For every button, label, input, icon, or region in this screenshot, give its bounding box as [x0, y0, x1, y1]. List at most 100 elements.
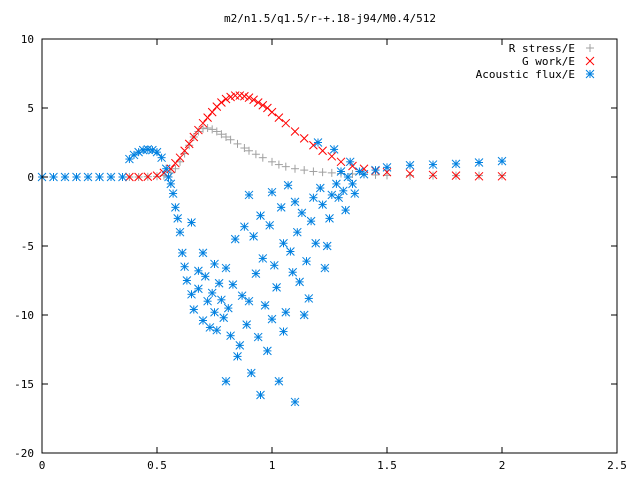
data-point — [198, 316, 208, 325]
data-point — [210, 259, 219, 269]
data-point — [221, 376, 231, 386]
data-point — [299, 134, 309, 143]
data-point — [341, 205, 350, 215]
x-tick-label: 0 — [39, 459, 46, 472]
data-point — [334, 193, 344, 203]
data-point — [258, 153, 267, 162]
data-point — [279, 327, 288, 336]
data-point — [246, 368, 256, 378]
data-point — [288, 267, 298, 277]
data-point — [265, 220, 275, 230]
data-point — [260, 300, 270, 310]
data-point — [214, 278, 224, 288]
data-point — [194, 284, 203, 294]
data-point — [256, 390, 265, 400]
data-point — [300, 166, 309, 175]
data-point — [348, 179, 357, 189]
data-point — [242, 320, 252, 330]
data-point — [327, 190, 337, 200]
data-point — [249, 95, 258, 105]
data-point — [166, 179, 176, 189]
data-point — [350, 189, 360, 198]
axes: 0 0.5 1 1.5 2 2.5 -20 -15 -10 -5 0 5 10 — [14, 33, 627, 472]
data-point — [281, 162, 290, 171]
data-point — [406, 171, 414, 180]
data-point — [315, 183, 325, 193]
data-point — [49, 172, 58, 182]
data-point — [497, 156, 507, 166]
data-point — [290, 197, 300, 207]
data-point — [474, 158, 484, 167]
data-point — [338, 186, 348, 196]
data-point — [143, 172, 153, 182]
data-point — [168, 189, 178, 198]
data-point — [256, 211, 265, 220]
data-point — [286, 247, 295, 256]
data-point — [325, 214, 334, 223]
data-point — [217, 295, 226, 305]
data-point — [118, 172, 127, 182]
data-point — [171, 158, 180, 168]
data-point — [72, 172, 81, 182]
data-point — [240, 144, 249, 153]
data-point — [228, 280, 238, 289]
data-point — [267, 187, 277, 197]
data-point — [292, 227, 302, 237]
data-point — [205, 323, 215, 332]
plot-area — [37, 91, 507, 407]
data-point — [226, 135, 235, 144]
data-point — [318, 168, 327, 177]
data-point — [309, 193, 318, 203]
y-tick-label: 0 — [27, 171, 34, 184]
data-point — [258, 254, 268, 263]
data-point — [329, 145, 339, 154]
data-point — [309, 167, 318, 176]
data-point — [281, 118, 291, 128]
data-point — [184, 139, 194, 149]
data-point — [198, 118, 208, 128]
data-point — [267, 314, 277, 324]
data-point — [269, 260, 279, 270]
data-point — [157, 153, 166, 163]
data-point — [83, 172, 93, 182]
data-point — [295, 277, 304, 287]
data-point — [306, 216, 316, 226]
data-point — [240, 222, 249, 232]
data-point — [251, 269, 261, 278]
data-point — [279, 238, 288, 248]
data-point — [226, 331, 235, 341]
data-point — [208, 125, 217, 134]
data-point — [235, 341, 245, 350]
data-point — [203, 296, 212, 306]
data-point — [221, 94, 231, 104]
x-tick-label: 1.5 — [377, 459, 397, 472]
data-point — [327, 168, 336, 177]
data-point — [222, 132, 230, 141]
data-point — [244, 296, 254, 306]
data-point — [290, 397, 300, 407]
data-point — [272, 283, 281, 292]
data-point — [187, 289, 196, 299]
data-point — [249, 231, 258, 241]
data-point — [175, 153, 185, 163]
y-tick-label: -10 — [14, 309, 34, 322]
data-point — [428, 170, 438, 180]
y-tick-label: -15 — [14, 378, 34, 391]
data-point — [348, 169, 357, 178]
x-tick-label: 1 — [269, 459, 276, 472]
data-point — [318, 146, 327, 156]
data-point — [474, 171, 484, 181]
x-tick-label: 2.5 — [607, 459, 627, 472]
data-point — [258, 100, 268, 110]
y-tick-label: -20 — [14, 447, 34, 460]
data-point — [405, 160, 415, 170]
data-point — [451, 159, 461, 169]
data-point — [173, 214, 183, 223]
y-tick-label: 5 — [27, 102, 34, 115]
data-point — [189, 305, 199, 314]
data-point — [313, 138, 323, 147]
data-point — [152, 147, 162, 157]
data-point — [336, 167, 346, 176]
data-point — [267, 107, 277, 117]
data-point — [297, 208, 307, 218]
